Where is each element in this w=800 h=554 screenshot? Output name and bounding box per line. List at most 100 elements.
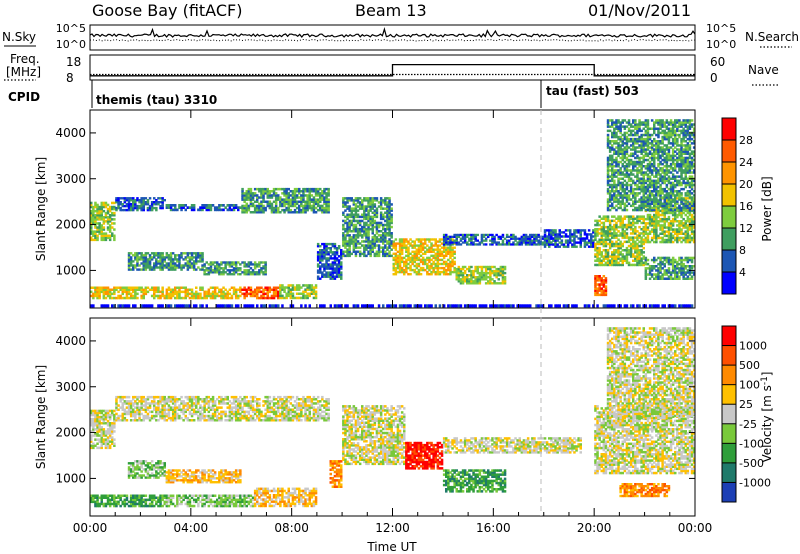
data-cell — [352, 215, 356, 219]
data-cell — [453, 239, 456, 242]
data-cell — [117, 206, 120, 210]
data-cell — [674, 238, 677, 242]
data-cell — [104, 232, 108, 235]
data-cell — [111, 226, 114, 229]
data-cell — [575, 231, 578, 234]
data-cell — [319, 257, 322, 260]
data-cell — [125, 208, 129, 212]
data-cell — [415, 256, 419, 260]
data-cell — [447, 250, 450, 253]
data-cell — [92, 296, 95, 300]
data-cell — [352, 242, 356, 245]
data-cell — [165, 262, 169, 265]
data-cell — [134, 290, 137, 294]
data-cell — [264, 261, 267, 264]
data-cell — [111, 214, 114, 217]
data-cell — [587, 245, 591, 248]
data-cell — [377, 234, 381, 237]
data-cell — [573, 241, 576, 244]
data-cell — [373, 199, 377, 202]
data-cell — [640, 221, 643, 225]
data-cell — [129, 260, 133, 263]
data-cell — [466, 276, 469, 279]
data-cell — [394, 248, 398, 251]
data-cell — [92, 205, 95, 209]
data-cell — [514, 237, 517, 240]
data-cell — [613, 259, 616, 262]
data-cell — [155, 288, 158, 291]
data-cell — [531, 243, 534, 246]
data-cell — [279, 288, 282, 291]
data-cell — [600, 221, 603, 225]
data-cell — [608, 219, 612, 223]
data-cell — [470, 233, 473, 237]
data-cell — [361, 234, 364, 237]
data-cell — [440, 238, 444, 241]
data-cell — [323, 249, 326, 252]
data-cell — [608, 194, 612, 197]
data-cell — [201, 204, 204, 207]
data-cell — [371, 236, 374, 239]
data-cell — [344, 227, 347, 231]
data-cell — [306, 288, 309, 291]
data-cell — [245, 211, 248, 214]
data-cell — [392, 258, 395, 262]
data-cell — [262, 200, 265, 203]
data-cell — [356, 209, 360, 212]
data-cell — [302, 187, 305, 191]
data-cell — [251, 269, 255, 272]
data-cell — [249, 286, 253, 289]
data-cell — [470, 271, 473, 275]
data-cell — [321, 259, 324, 262]
data-cell — [617, 219, 620, 223]
data-cell — [363, 217, 366, 221]
data-cell — [241, 198, 244, 201]
data-cell — [304, 187, 307, 191]
data-cell — [365, 205, 368, 208]
data-cell — [398, 254, 402, 257]
data-cell — [556, 237, 559, 240]
data-cell — [461, 274, 465, 277]
data-cell — [451, 238, 454, 241]
data-cell — [325, 273, 328, 276]
data-cell — [342, 203, 345, 206]
data-cell — [319, 249, 322, 252]
data-cell — [331, 245, 335, 248]
data-cell — [287, 198, 290, 201]
data-cell — [611, 215, 614, 218]
data-cell — [619, 215, 622, 218]
data-cell — [279, 202, 282, 206]
data-cell — [285, 206, 288, 210]
data-cell — [178, 286, 181, 289]
freq-ytick-top-value: 18 — [66, 55, 81, 69]
data-cell — [594, 238, 597, 241]
data-cell — [653, 226, 656, 229]
data-cell — [608, 185, 612, 189]
data-cell — [686, 211, 690, 215]
data-cell — [295, 194, 299, 197]
data-cell — [663, 224, 666, 227]
data-cell — [690, 207, 694, 210]
data-cell — [234, 263, 238, 266]
data-cell — [604, 285, 608, 288]
data-cell — [94, 230, 97, 233]
data-cell — [638, 225, 641, 229]
data-cell — [596, 253, 599, 256]
data-cell — [646, 217, 650, 221]
data-cell — [270, 294, 274, 298]
data-cell — [218, 206, 221, 209]
data-cell — [327, 257, 330, 260]
data-cell — [579, 231, 582, 234]
data-cell — [331, 242, 335, 246]
data-cell — [321, 208, 324, 212]
data-cell — [598, 279, 601, 282]
noise-sky-line — [89, 27, 696, 39]
data-cell — [331, 261, 335, 264]
data-cell — [220, 296, 223, 300]
data-cell — [270, 196, 274, 199]
data-cell — [92, 222, 95, 225]
data-cell — [241, 206, 244, 210]
data-cell — [268, 290, 272, 294]
data-cell — [621, 217, 624, 220]
data-cell — [230, 286, 234, 289]
